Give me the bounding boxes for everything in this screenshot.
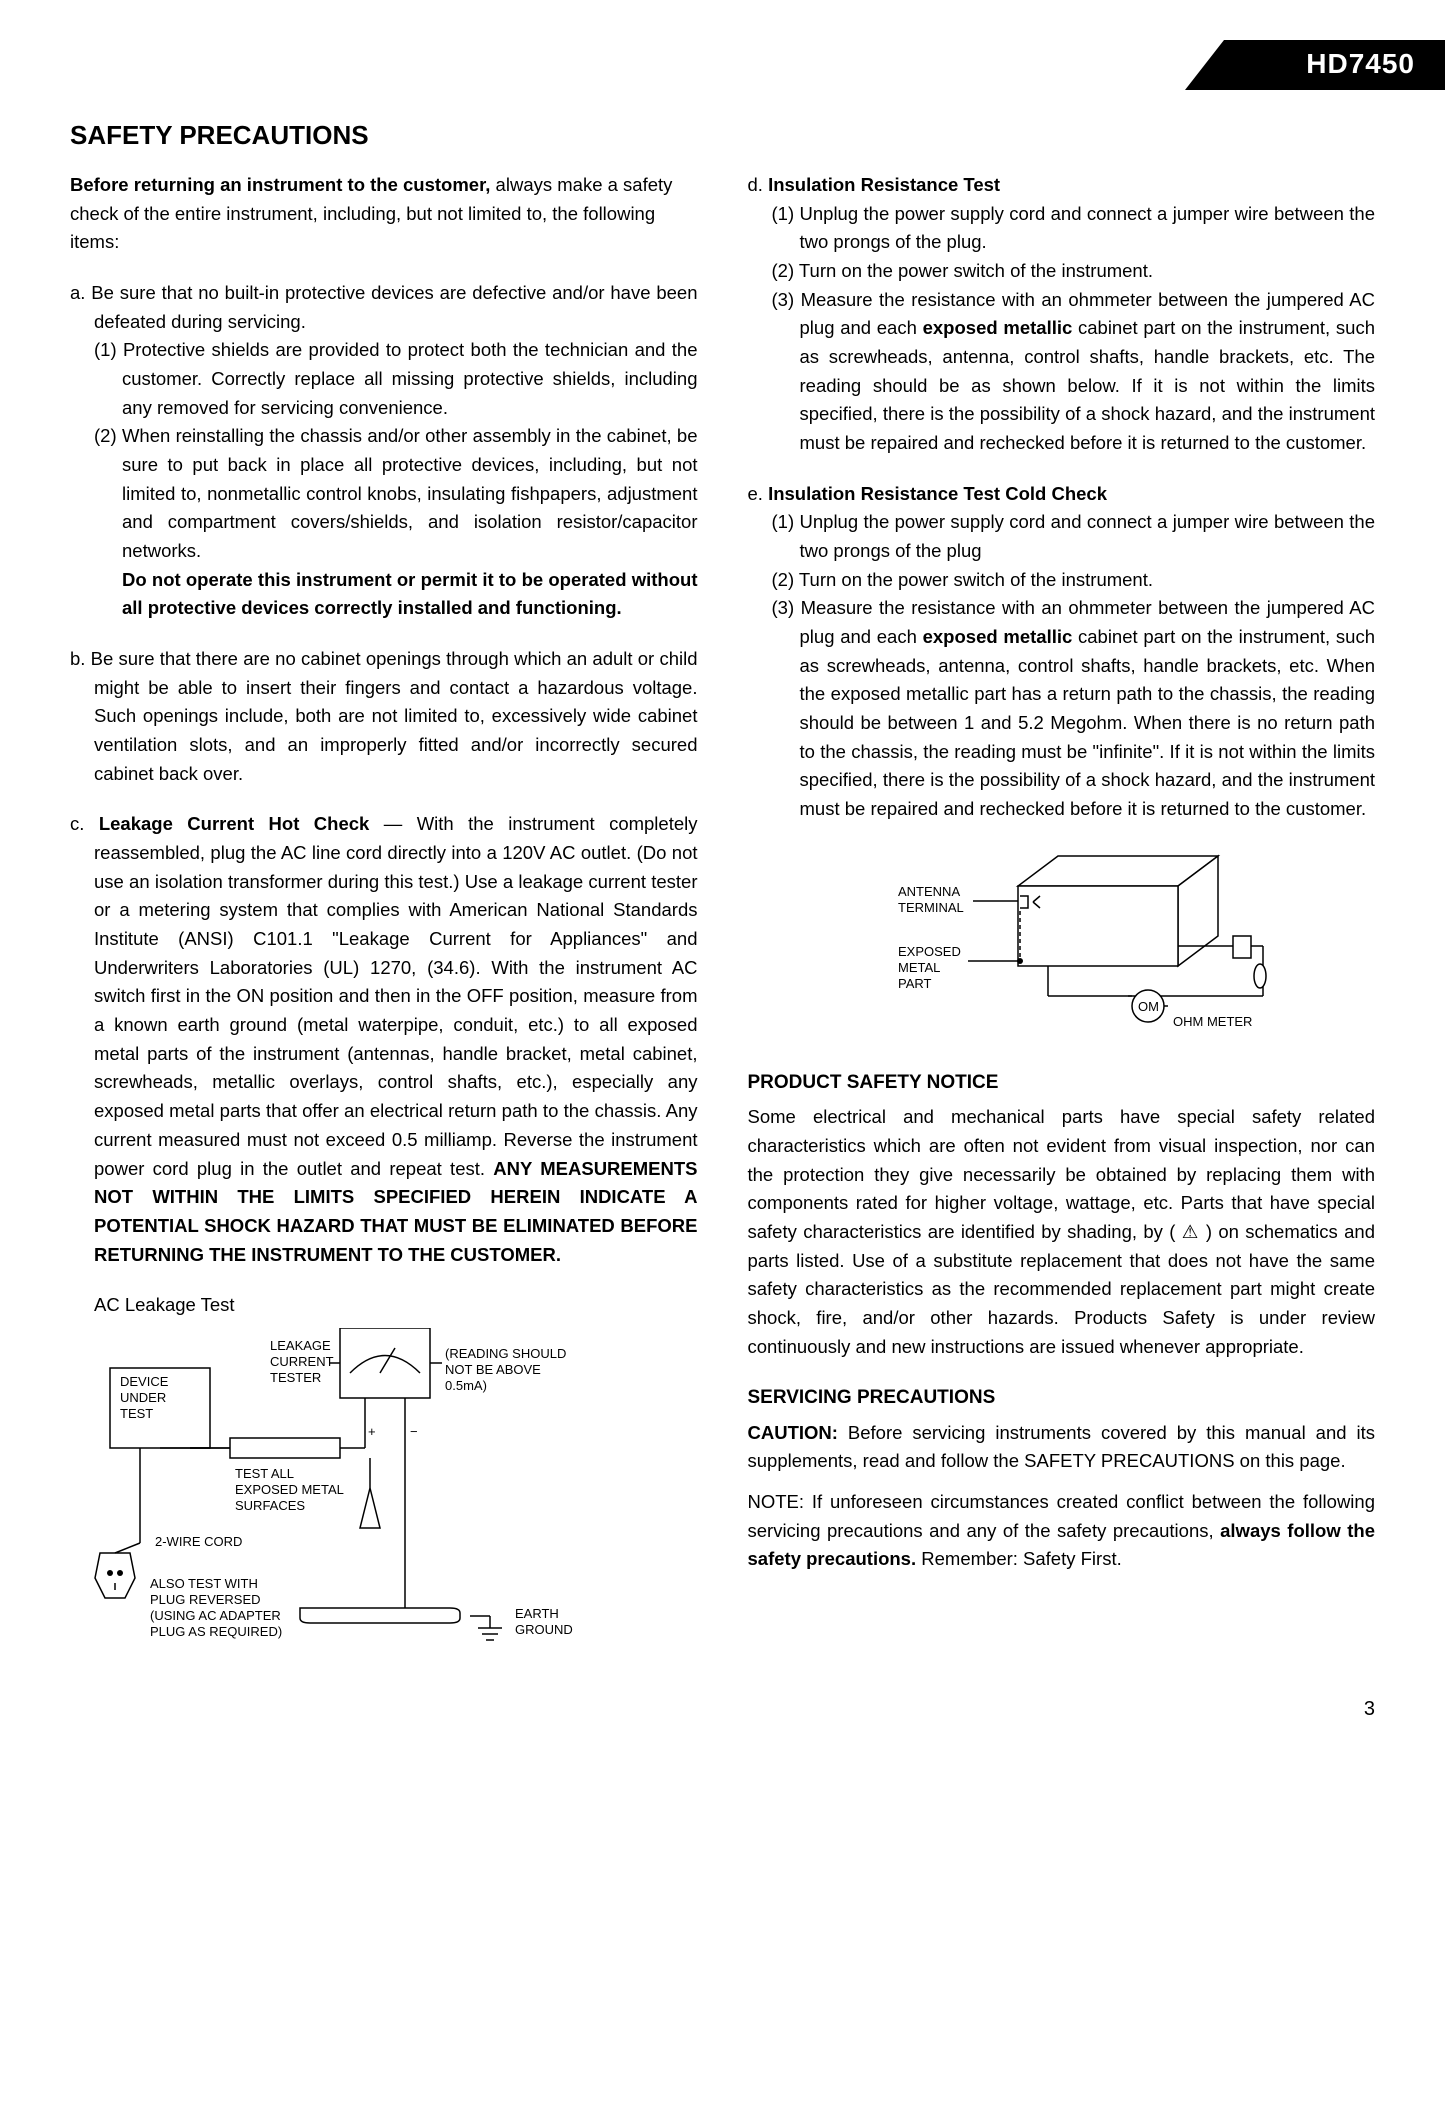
svg-text:GROUND: GROUND	[515, 1622, 573, 1637]
item-a-2-num: (2)	[94, 425, 117, 446]
item-a-1-text: Protective shields are provided to prote…	[117, 339, 698, 417]
item-a-text: Be sure that no built-in protective devi…	[85, 282, 697, 332]
svg-text:−: −	[410, 1424, 418, 1439]
item-a: a. Be sure that no built-in protective d…	[70, 279, 698, 623]
item-e-head: Insulation Resistance Test Cold Check	[763, 483, 1107, 504]
svg-text:PLUG REVERSED: PLUG REVERSED	[150, 1592, 261, 1607]
notice-head: PRODUCT SAFETY NOTICE	[748, 1068, 1376, 1097]
item-d: d. Insulation Resistance Test (1) Unplug…	[748, 171, 1376, 458]
header-badge: HD7450	[70, 40, 1375, 90]
item-e-2: (2) Turn on the power switch of the inst…	[772, 566, 1376, 595]
svg-text:2-WIRE CORD: 2-WIRE CORD	[155, 1534, 242, 1549]
svg-text:LEAKAGE: LEAKAGE	[270, 1338, 331, 1353]
servicing-head: SERVICING PRECAUTIONS	[748, 1383, 1376, 1412]
item-e-3-b1: exposed metallic	[923, 626, 1073, 647]
item-d-2: (2) Turn on the power switch of the inst…	[772, 257, 1376, 286]
item-a-2-bold: Do not operate this instrument or permit…	[94, 566, 698, 623]
item-e-1-num: (1)	[772, 511, 795, 532]
item-a-2-text: When reinstalling the chassis and/or oth…	[117, 425, 698, 561]
ac-leakage-diagram: LEAKAGE CURRENT TESTER (READING SHOULD N…	[70, 1328, 630, 1668]
svg-text:NOT BE ABOVE: NOT BE ABOVE	[445, 1362, 541, 1377]
item-c-label: c.	[70, 813, 84, 834]
svg-text:TERMINAL: TERMINAL	[898, 900, 964, 915]
diagram1-title: AC Leakage Test	[94, 1291, 698, 1320]
intro-paragraph: Before returning an instrument to the cu…	[70, 171, 698, 257]
svg-text:PART: PART	[898, 976, 932, 991]
item-c: c. Leakage Current Hot Check — With the …	[70, 810, 698, 1269]
item-e-2-num: (2)	[772, 569, 795, 590]
svg-text:CURRENT: CURRENT	[270, 1354, 334, 1369]
item-e-2-text: Turn on the power switch of the instrume…	[794, 569, 1153, 590]
svg-text:PLUG AS REQUIRED): PLUG AS REQUIRED)	[150, 1624, 282, 1639]
notice-text: Some electrical and mechanical parts hav…	[748, 1103, 1376, 1361]
item-a-label: a.	[70, 282, 85, 303]
intro-lead: Before returning an instrument to the cu…	[70, 174, 490, 195]
item-a-2: (2) When reinstalling the chassis and/or…	[94, 422, 698, 565]
content-columns: Before returning an instrument to the cu…	[70, 171, 1375, 1668]
svg-text:TESTER: TESTER	[270, 1370, 321, 1385]
item-b-text: Be sure that there are no cabinet openin…	[85, 648, 697, 784]
item-c-head: Leakage Current Hot Check	[84, 813, 369, 834]
item-e-1: (1) Unplug the power supply cord and con…	[772, 508, 1376, 565]
svg-text:TEST ALL: TEST ALL	[235, 1466, 294, 1481]
svg-text:OM: OM	[1138, 999, 1159, 1014]
insulation-diagram: ANTENNA TERMINAL EXPOSED METAL PART	[788, 846, 1328, 1046]
left-column: Before returning an instrument to the cu…	[70, 171, 698, 1668]
svg-text:ANTENNA: ANTENNA	[898, 884, 960, 899]
page-number: 3	[70, 1698, 1375, 1721]
svg-text:UNDER: UNDER	[120, 1390, 166, 1405]
item-e-1-text: Unplug the power supply cord and connect…	[794, 511, 1375, 561]
page-title: SAFETY PRECAUTIONS	[70, 120, 1375, 151]
svg-text:0.5mA): 0.5mA)	[445, 1378, 487, 1393]
item-d-3: (3) Measure the resistance with an ohmme…	[772, 286, 1376, 458]
svg-text:+: +	[368, 1424, 376, 1439]
servicing-caution: CAUTION: Before servicing instruments co…	[748, 1419, 1376, 1476]
svg-text:EARTH: EARTH	[515, 1606, 559, 1621]
item-e-3: (3) Measure the resistance with an ohmme…	[772, 594, 1376, 823]
item-a-1: (1) Protective shields are provided to p…	[94, 336, 698, 422]
servicing-note: NOTE: If unforeseen circumstances create…	[748, 1488, 1376, 1574]
svg-text:ALSO TEST WITH: ALSO TEST WITH	[150, 1576, 258, 1591]
item-d-1: (1) Unplug the power supply cord and con…	[772, 200, 1376, 257]
svg-text:(READING SHOULD: (READING SHOULD	[445, 1346, 566, 1361]
item-d-1-num: (1)	[772, 203, 795, 224]
svg-text:DEVICE: DEVICE	[120, 1374, 169, 1389]
item-d-2-text: Turn on the power switch of the instrume…	[794, 260, 1153, 281]
right-column: d. Insulation Resistance Test (1) Unplug…	[748, 171, 1376, 1668]
svg-text:EXPOSED METAL: EXPOSED METAL	[235, 1482, 344, 1497]
item-e-label: e.	[748, 483, 763, 504]
item-b: b. Be sure that there are no cabinet ope…	[70, 645, 698, 788]
svg-text:OHM METER: OHM METER	[1173, 1014, 1252, 1029]
item-a-2-bold-text: Do not operate this instrument or permit…	[122, 569, 698, 619]
item-d-2-num: (2)	[772, 260, 795, 281]
svg-text:SURFACES: SURFACES	[235, 1498, 305, 1513]
model-number: HD7450	[1306, 48, 1415, 80]
svg-text:TEST: TEST	[120, 1406, 153, 1421]
caution-text: Before servicing instruments covered by …	[748, 1422, 1376, 1472]
item-a-1-num: (1)	[94, 339, 117, 360]
note-t2: Remember: Safety First.	[916, 1548, 1122, 1569]
item-c-text: — With the instrument completely reassem…	[94, 813, 698, 1178]
item-e-3-num: (3)	[772, 597, 795, 618]
item-d-3-b1: exposed metallic	[923, 317, 1073, 338]
caution-label: CAUTION:	[748, 1422, 838, 1443]
item-e: e. Insulation Resistance Test Cold Check…	[748, 480, 1376, 824]
item-d-head: Insulation Resistance Test	[763, 174, 1000, 195]
item-b-label: b.	[70, 648, 85, 669]
item-d-label: d.	[748, 174, 763, 195]
svg-text:EXPOSED: EXPOSED	[898, 944, 961, 959]
item-d-1-text: Unplug the power supply cord and connect…	[794, 203, 1375, 253]
svg-text:(USING AC ADAPTER: (USING AC ADAPTER	[150, 1608, 281, 1623]
warning-triangle-icon: ⚠	[1182, 1221, 1200, 1242]
item-d-3-num: (3)	[772, 289, 795, 310]
svg-text:METAL: METAL	[898, 960, 940, 975]
item-e-3-t2: cabinet part on the instrument, such as …	[800, 626, 1376, 819]
